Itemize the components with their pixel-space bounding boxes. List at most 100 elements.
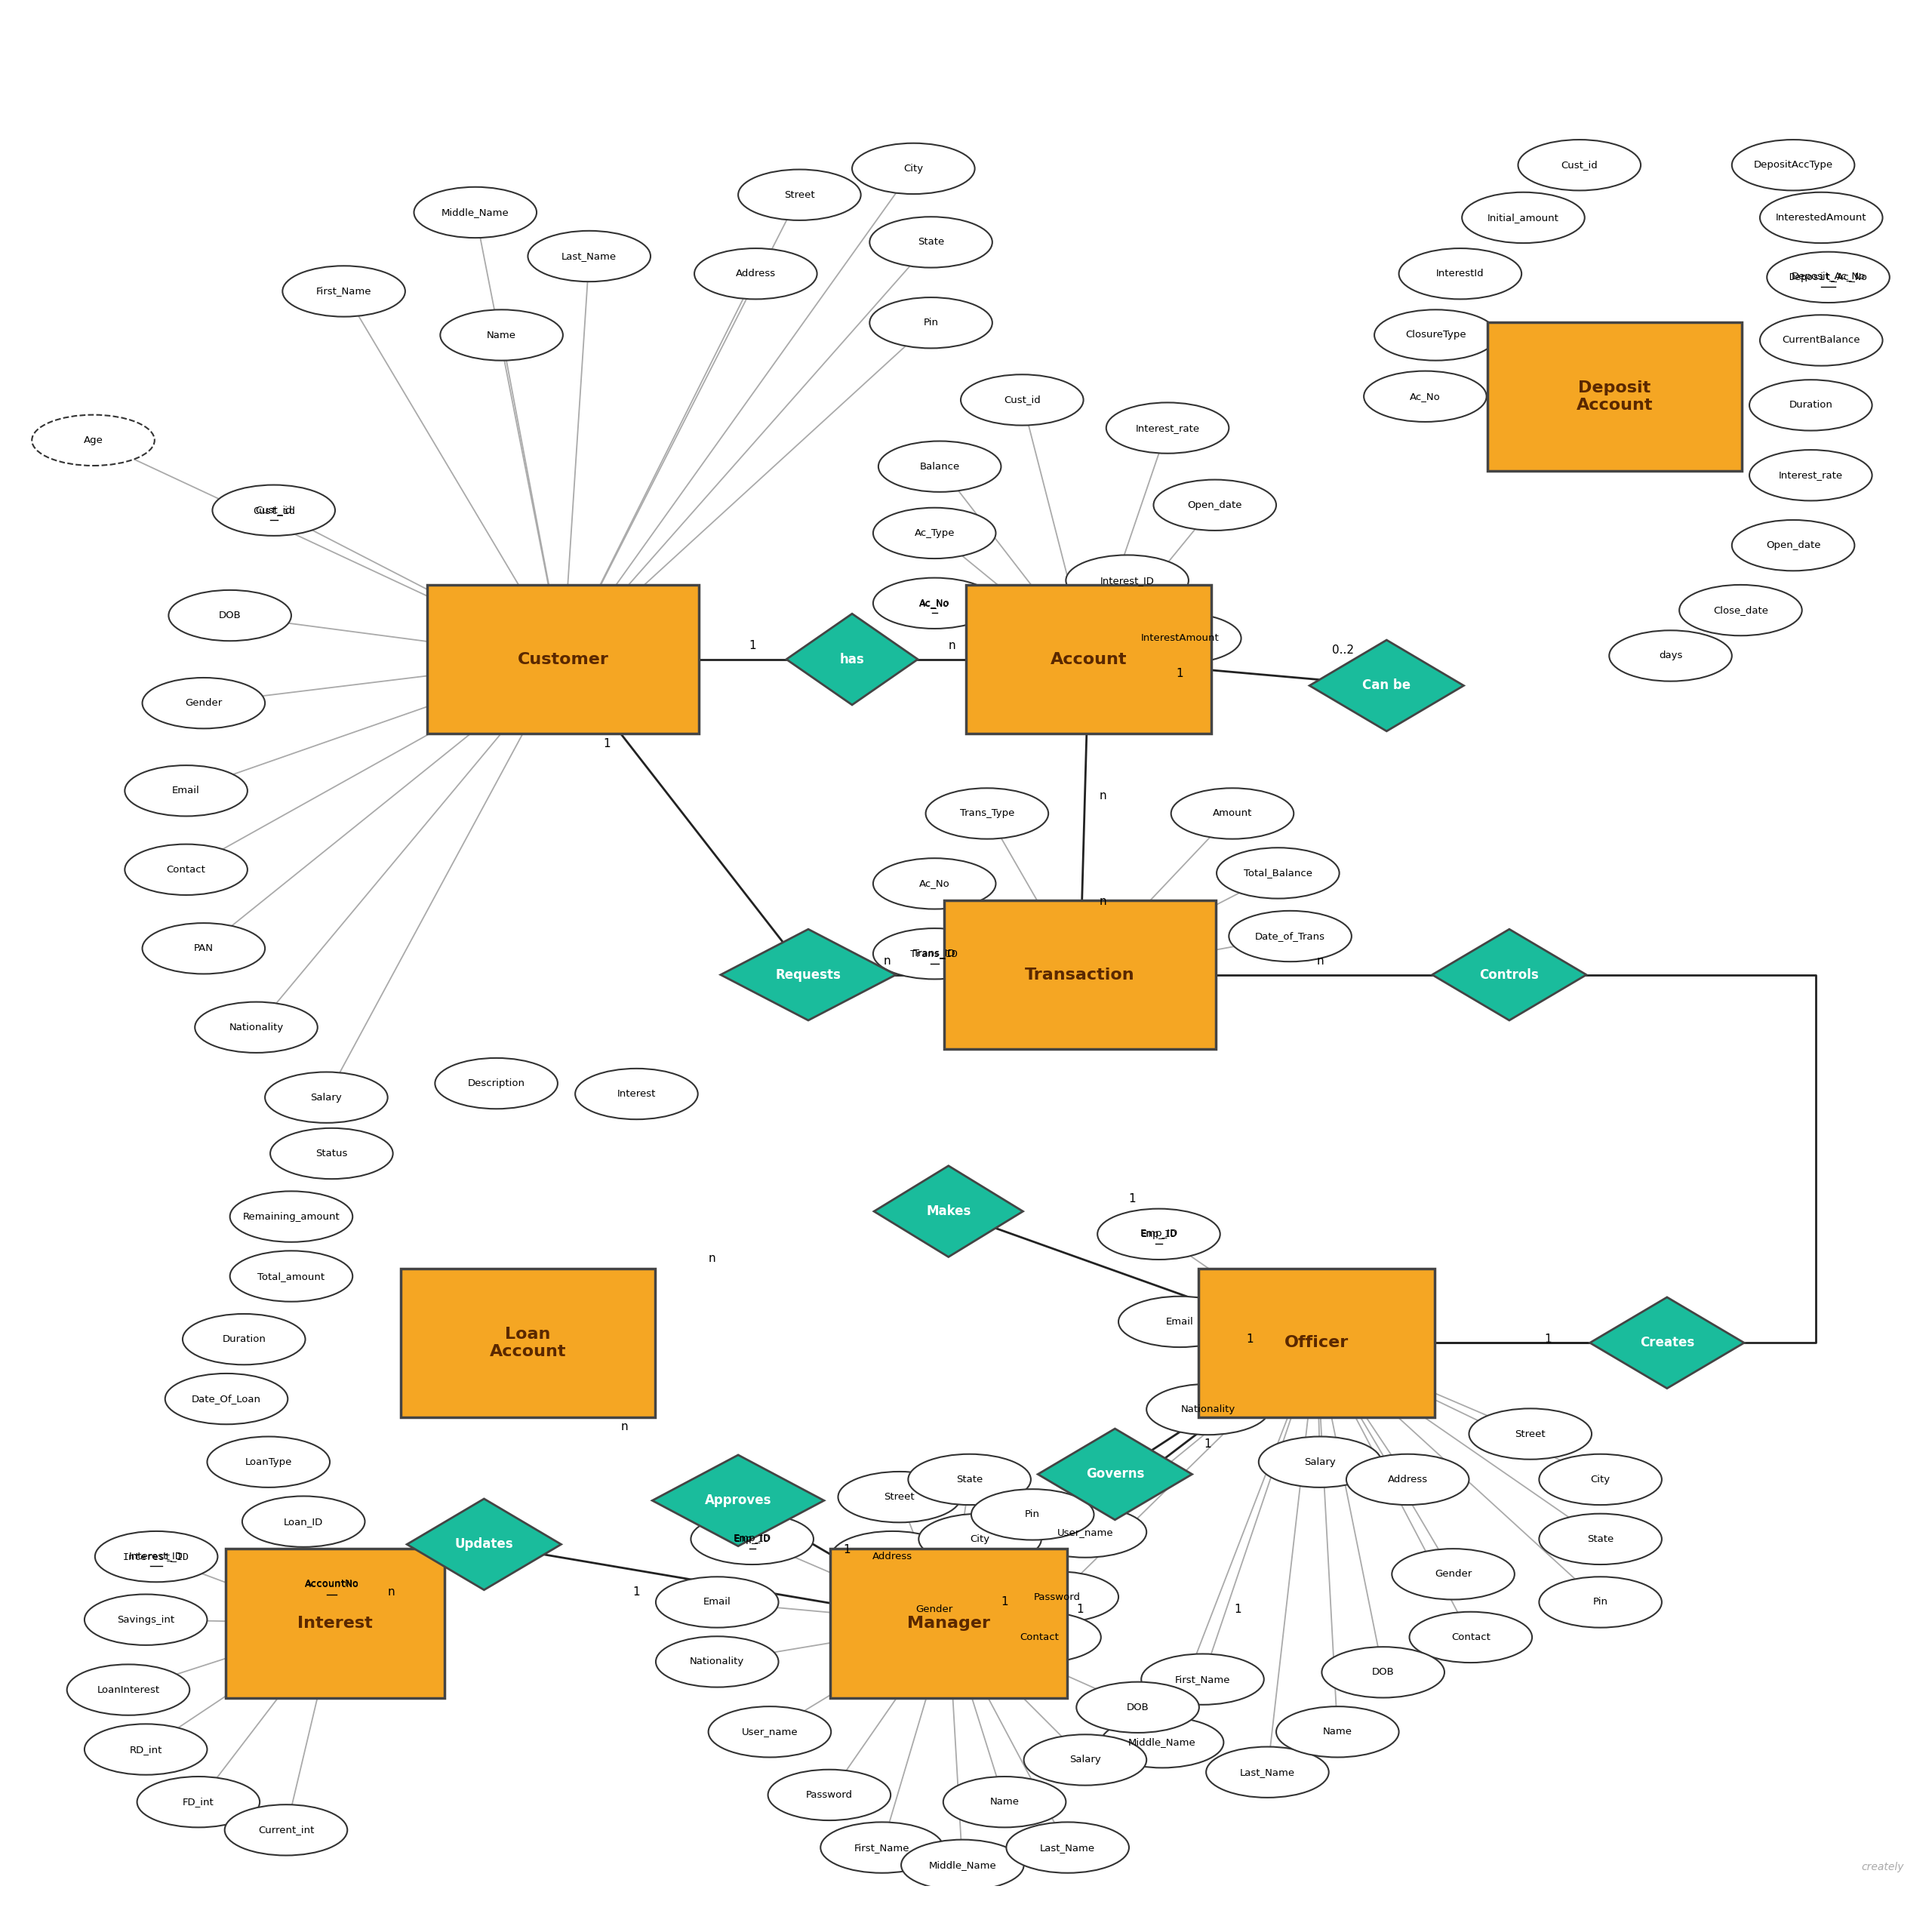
Ellipse shape bbox=[1519, 139, 1640, 191]
Ellipse shape bbox=[1206, 1747, 1329, 1797]
Polygon shape bbox=[653, 1455, 825, 1546]
Text: n: n bbox=[388, 1586, 394, 1598]
Ellipse shape bbox=[270, 1128, 392, 1179]
Text: LoanType: LoanType bbox=[245, 1457, 292, 1466]
Text: Address: Address bbox=[736, 269, 777, 278]
Ellipse shape bbox=[270, 1559, 392, 1609]
Text: Officer: Officer bbox=[1285, 1335, 1349, 1350]
Text: Ac_Type: Ac_Type bbox=[914, 527, 954, 537]
Text: Duration: Duration bbox=[222, 1335, 267, 1345]
Text: Interest_ID: Interest_ID bbox=[124, 1551, 189, 1561]
Ellipse shape bbox=[1119, 1296, 1240, 1347]
Ellipse shape bbox=[1391, 1549, 1515, 1600]
Text: Address: Address bbox=[873, 1551, 912, 1561]
Text: Deposit
Account: Deposit Account bbox=[1577, 381, 1652, 413]
Ellipse shape bbox=[1364, 371, 1486, 421]
Text: Age: Age bbox=[83, 435, 102, 444]
Ellipse shape bbox=[1540, 1513, 1662, 1565]
Ellipse shape bbox=[207, 1437, 330, 1488]
Ellipse shape bbox=[1679, 585, 1803, 636]
Text: Interest_ID: Interest_ID bbox=[129, 1551, 184, 1561]
Text: 1: 1 bbox=[1128, 1194, 1136, 1206]
Polygon shape bbox=[408, 1499, 560, 1590]
Text: Email: Email bbox=[1165, 1318, 1194, 1327]
Ellipse shape bbox=[738, 170, 862, 220]
Text: State: State bbox=[956, 1474, 983, 1484]
Ellipse shape bbox=[692, 1513, 813, 1565]
Ellipse shape bbox=[1119, 612, 1240, 665]
Text: Middle_Name: Middle_Name bbox=[440, 207, 510, 216]
Text: has: has bbox=[840, 653, 864, 667]
Text: Controls: Controls bbox=[1480, 968, 1540, 981]
Text: Approves: Approves bbox=[705, 1493, 771, 1507]
Text: Salary: Salary bbox=[1070, 1754, 1101, 1764]
Ellipse shape bbox=[1142, 1654, 1264, 1704]
Text: InterestId: InterestId bbox=[1435, 269, 1484, 278]
Ellipse shape bbox=[1463, 193, 1584, 243]
Text: State: State bbox=[918, 238, 945, 247]
Text: n: n bbox=[883, 954, 891, 966]
Text: Name: Name bbox=[487, 330, 516, 340]
Text: Date_Of_Loan: Date_Of_Loan bbox=[191, 1395, 261, 1405]
Text: Password: Password bbox=[806, 1791, 852, 1801]
Ellipse shape bbox=[1540, 1577, 1662, 1627]
Text: User_name: User_name bbox=[742, 1727, 798, 1737]
FancyBboxPatch shape bbox=[966, 585, 1211, 734]
Text: Nationality: Nationality bbox=[230, 1022, 284, 1032]
Ellipse shape bbox=[852, 143, 976, 193]
Ellipse shape bbox=[831, 1532, 954, 1582]
Ellipse shape bbox=[195, 1003, 317, 1053]
Ellipse shape bbox=[1609, 630, 1731, 682]
Ellipse shape bbox=[1731, 139, 1855, 191]
Text: Email: Email bbox=[172, 786, 201, 796]
Text: Emp_ID: Emp_ID bbox=[734, 1534, 771, 1544]
Polygon shape bbox=[786, 614, 918, 705]
Text: Last_Name: Last_Name bbox=[1240, 1768, 1294, 1777]
Text: Contact: Contact bbox=[1451, 1633, 1490, 1642]
Text: Name: Name bbox=[1323, 1727, 1352, 1737]
Text: Pin: Pin bbox=[1026, 1509, 1039, 1519]
Ellipse shape bbox=[767, 1770, 891, 1820]
Ellipse shape bbox=[655, 1636, 779, 1687]
Ellipse shape bbox=[413, 187, 537, 238]
Text: n: n bbox=[1099, 790, 1107, 802]
FancyBboxPatch shape bbox=[831, 1549, 1066, 1698]
Polygon shape bbox=[1432, 929, 1586, 1020]
Text: Total_Balance: Total_Balance bbox=[1244, 867, 1312, 877]
Text: RD_int: RD_int bbox=[129, 1745, 162, 1754]
Text: Interest_ID: Interest_ID bbox=[1099, 576, 1153, 585]
Text: days: days bbox=[1660, 651, 1683, 661]
Ellipse shape bbox=[224, 1804, 348, 1855]
Text: Duration: Duration bbox=[1789, 400, 1833, 410]
Ellipse shape bbox=[265, 1072, 388, 1122]
Text: Deposit_Ac_No: Deposit_Ac_No bbox=[1789, 272, 1868, 282]
Text: Interest: Interest bbox=[616, 1090, 655, 1099]
Text: Gender: Gender bbox=[1435, 1569, 1472, 1578]
Text: PAN: PAN bbox=[193, 943, 213, 952]
Text: DOB: DOB bbox=[1372, 1667, 1395, 1677]
Polygon shape bbox=[721, 929, 896, 1020]
Text: Salary: Salary bbox=[1304, 1457, 1335, 1466]
Text: Gender: Gender bbox=[916, 1604, 952, 1613]
Text: Transaction: Transaction bbox=[1026, 968, 1134, 981]
Text: Creates: Creates bbox=[1640, 1337, 1694, 1350]
Polygon shape bbox=[1037, 1428, 1192, 1520]
Text: Contact: Contact bbox=[166, 866, 205, 875]
Ellipse shape bbox=[184, 1314, 305, 1364]
Text: Gender: Gender bbox=[185, 697, 222, 707]
Text: Deposit_Ac_No: Deposit_Ac_No bbox=[1791, 272, 1864, 282]
Text: Last_Name: Last_Name bbox=[1039, 1843, 1095, 1853]
Text: 1: 1 bbox=[748, 639, 755, 651]
Ellipse shape bbox=[126, 844, 247, 895]
Text: AccountNo: AccountNo bbox=[305, 1578, 359, 1588]
Ellipse shape bbox=[1153, 479, 1277, 531]
Text: Emp_ID: Emp_ID bbox=[734, 1534, 771, 1544]
Ellipse shape bbox=[838, 1472, 960, 1522]
Ellipse shape bbox=[68, 1663, 189, 1716]
FancyBboxPatch shape bbox=[427, 585, 699, 734]
Text: Contact: Contact bbox=[1020, 1633, 1059, 1642]
Text: Last_Name: Last_Name bbox=[562, 251, 616, 261]
Ellipse shape bbox=[960, 375, 1084, 425]
Ellipse shape bbox=[85, 1723, 207, 1776]
Ellipse shape bbox=[242, 1495, 365, 1548]
